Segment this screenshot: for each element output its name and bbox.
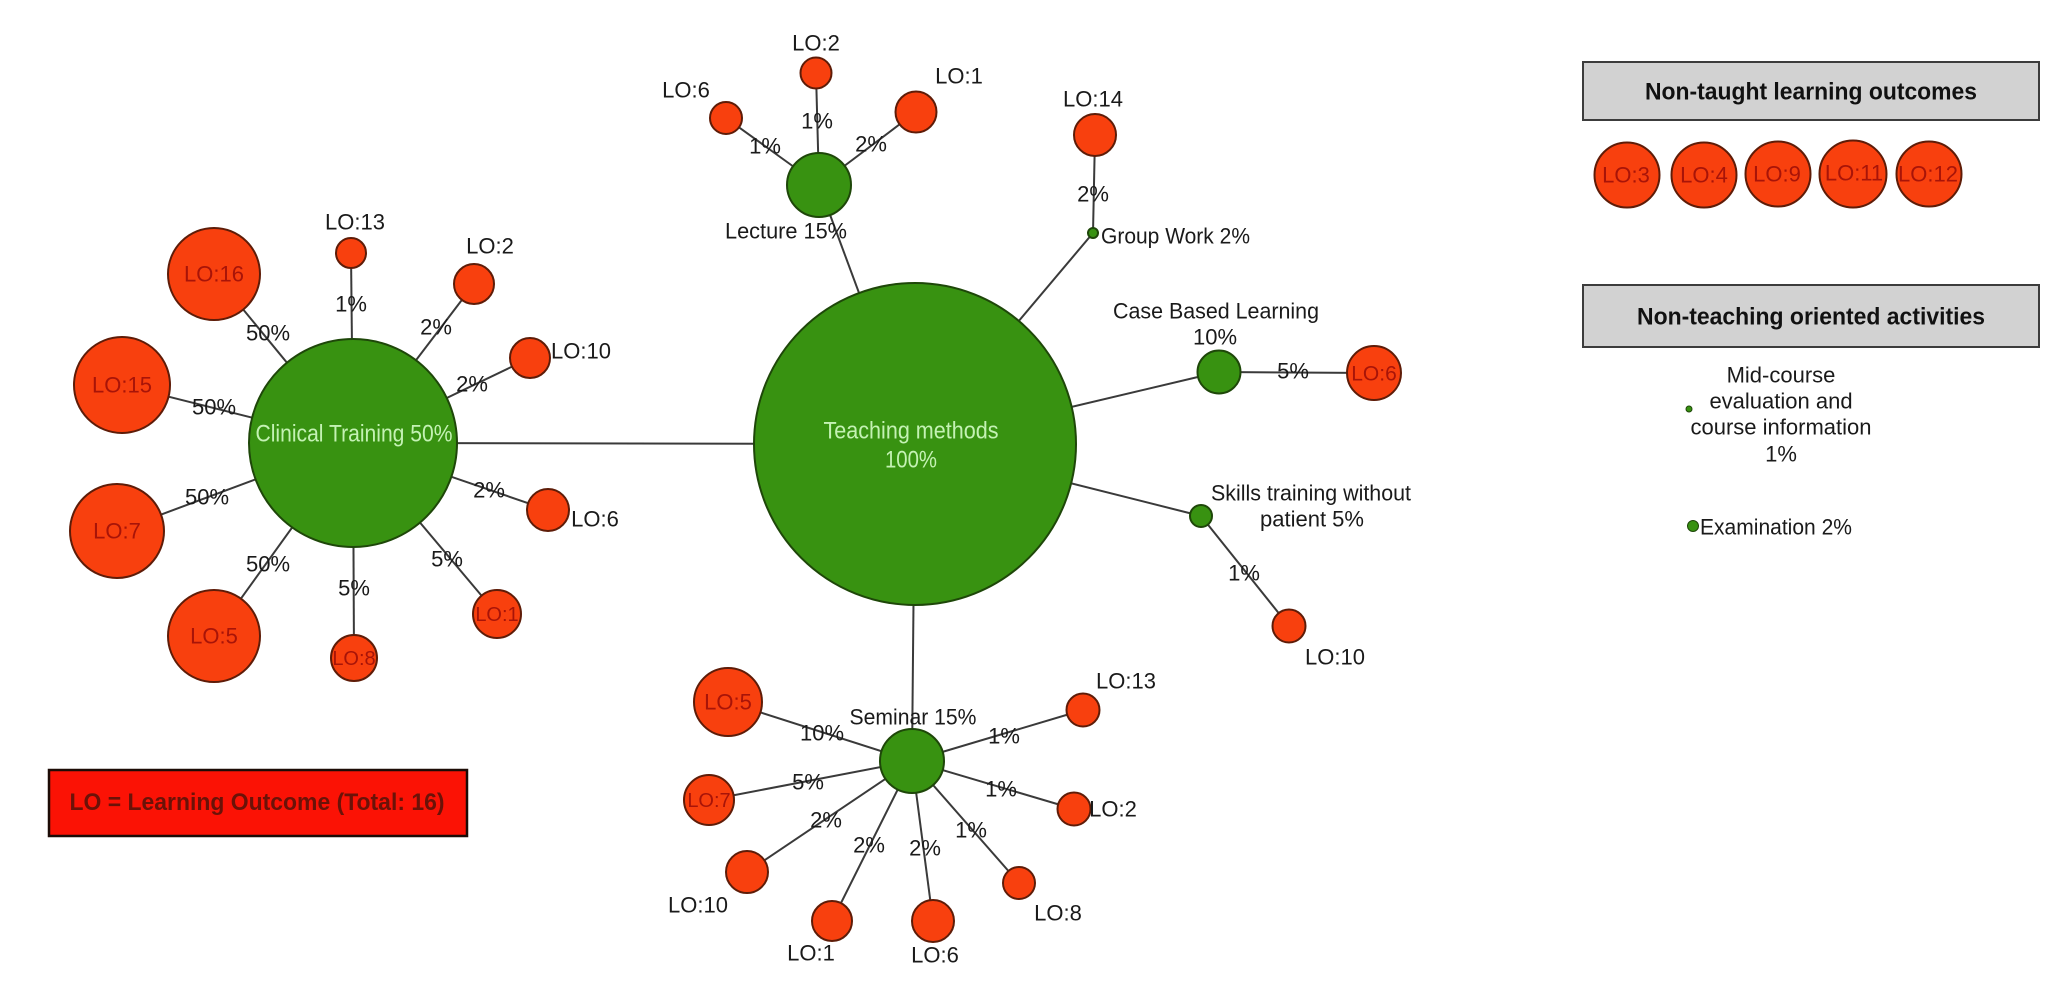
svg-text:10%: 10% [1193,325,1237,350]
svg-text:1%: 1% [335,292,367,317]
svg-text:evaluation and: evaluation and [1709,389,1852,414]
svg-text:LO:6: LO:6 [1351,362,1397,385]
svg-text:LO:15: LO:15 [92,373,152,398]
svg-text:50%: 50% [192,395,236,420]
svg-text:50%: 50% [246,552,290,577]
svg-text:LO:7: LO:7 [93,519,141,544]
svg-text:LO:12: LO:12 [1898,162,1958,187]
svg-text:LO:4: LO:4 [1680,163,1728,188]
svg-text:Examination 2%: Examination 2% [1700,515,1852,540]
svg-text:2%: 2% [855,132,887,157]
svg-text:Case Based Learning: Case Based Learning [1113,299,1319,324]
svg-text:1%: 1% [988,724,1020,749]
svg-text:1%: 1% [1228,561,1260,586]
svg-text:2%: 2% [1077,182,1109,207]
svg-text:LO:11: LO:11 [1825,161,1883,186]
svg-text:Non-taught learning outcomes: Non-taught learning outcomes [1645,79,1977,106]
svg-text:LO:1: LO:1 [935,64,983,89]
svg-text:LO:8: LO:8 [1034,901,1082,926]
svg-text:Seminar 15%: Seminar 15% [850,705,977,730]
svg-text:1%: 1% [1765,442,1797,467]
svg-text:Mid-course: Mid-course [1727,363,1836,388]
svg-text:LO:10: LO:10 [1305,645,1365,670]
svg-text:Teaching methods: Teaching methods [824,417,999,444]
svg-text:1%: 1% [955,818,987,843]
svg-text:LO:5: LO:5 [190,624,238,649]
svg-text:5%: 5% [431,547,463,572]
svg-text:2%: 2% [810,808,842,833]
svg-text:LO:14: LO:14 [1063,87,1123,112]
svg-text:LO = Learning Outcome (Total:: LO = Learning Outcome (Total: 16) [70,789,445,816]
svg-text:10%: 10% [800,721,844,746]
svg-text:5%: 5% [792,770,824,795]
svg-text:2%: 2% [909,836,941,861]
svg-text:LO:16: LO:16 [184,262,244,287]
svg-text:100%: 100% [885,446,937,473]
svg-text:LO:8: LO:8 [332,648,375,670]
svg-text:LO:1: LO:1 [475,604,518,626]
svg-text:LO:13: LO:13 [325,210,385,235]
svg-text:LO:2: LO:2 [466,234,514,259]
svg-text:LO:9: LO:9 [1753,162,1801,187]
svg-text:LO:2: LO:2 [792,31,840,56]
svg-text:LO:13: LO:13 [1096,669,1156,694]
svg-text:LO:10: LO:10 [551,339,611,364]
svg-text:Lecture 15%: Lecture 15% [725,219,847,244]
svg-text:Clinical Training 50%: Clinical Training 50% [256,420,453,447]
svg-text:50%: 50% [185,485,229,510]
svg-text:LO:6: LO:6 [911,943,959,968]
svg-text:LO:6: LO:6 [662,78,710,103]
svg-text:1%: 1% [749,134,781,159]
svg-text:1%: 1% [985,777,1017,802]
svg-text:LO:10: LO:10 [668,893,728,918]
svg-text:Non-teaching oriented activiti: Non-teaching oriented activities [1637,304,1985,331]
svg-text:2%: 2% [473,478,505,503]
svg-text:LO:3: LO:3 [1602,163,1650,188]
svg-text:LO:6: LO:6 [571,507,619,532]
svg-text:2%: 2% [420,315,452,340]
svg-text:50%: 50% [246,321,290,346]
svg-text:course information: course information [1691,415,1872,440]
svg-text:Skills training without: Skills training without [1211,481,1411,506]
svg-text:LO:7: LO:7 [687,790,730,812]
svg-text:LO:2: LO:2 [1089,797,1137,822]
svg-text:2%: 2% [456,372,488,397]
svg-text:patient 5%: patient 5% [1260,507,1364,532]
svg-text:5%: 5% [338,576,370,601]
svg-text:Group Work 2%: Group Work 2% [1101,224,1250,249]
svg-text:LO:1: LO:1 [787,941,835,966]
svg-text:5%: 5% [1277,359,1309,384]
svg-text:1%: 1% [801,109,833,134]
svg-text:2%: 2% [853,833,885,858]
svg-text:LO:5: LO:5 [704,690,752,715]
